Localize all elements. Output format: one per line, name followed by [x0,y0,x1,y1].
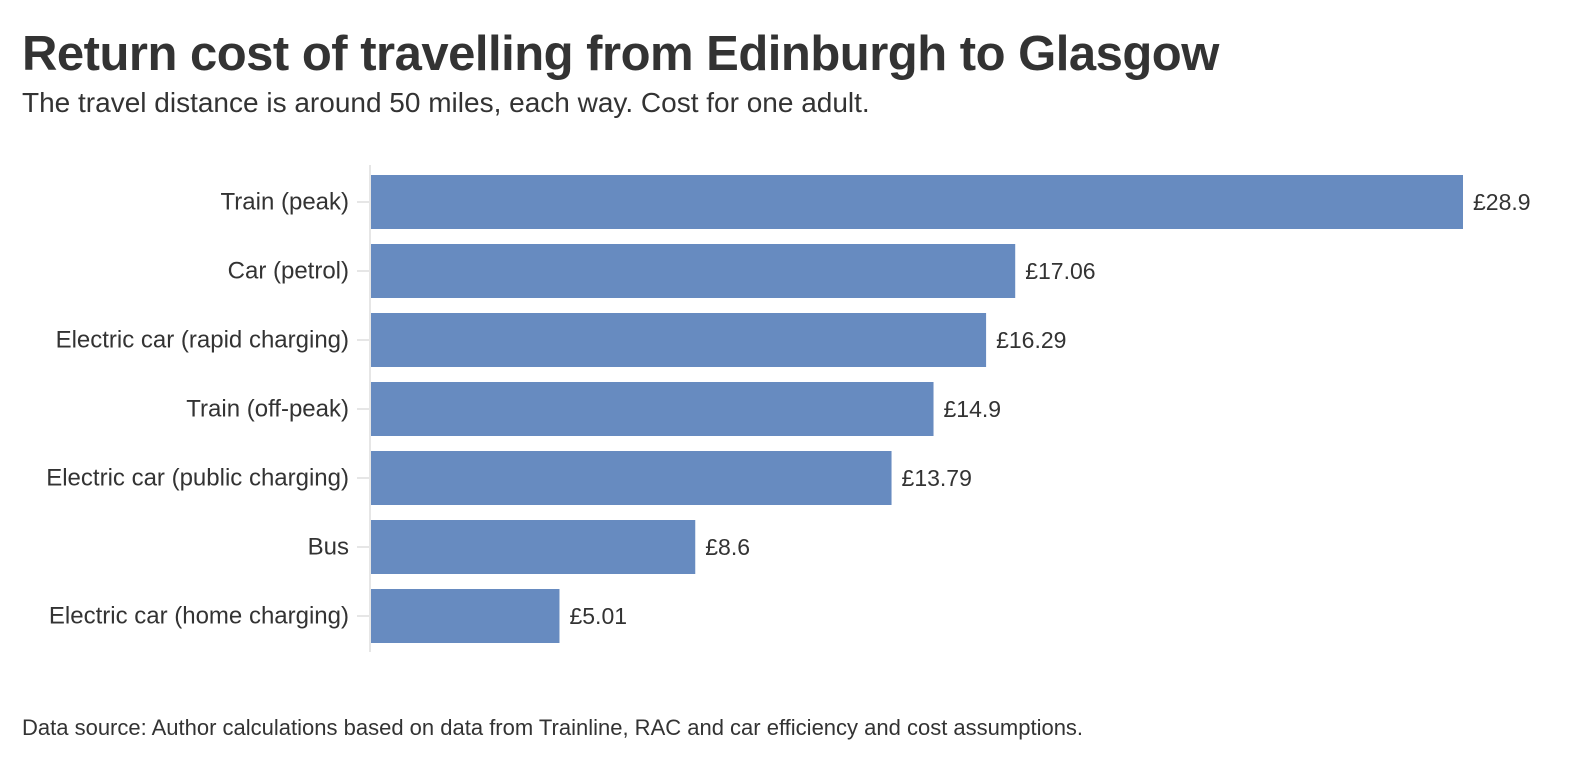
bar-value-label: £16.29 [996,327,1066,353]
bar-group: Electric car (rapid charging) £16.29 [56,313,1066,367]
category-label: Train (off-peak) [186,396,349,423]
bar [370,520,696,574]
bar [370,175,1463,229]
bar-value-label: £17.06 [1025,258,1095,284]
category-label: Car (petrol) [228,258,349,285]
bar [370,589,560,643]
chart-subtitle: The travel distance is around 50 miles, … [22,87,870,118]
bar [370,313,987,367]
category-label: Bus [308,534,349,561]
data-source-note: Data source: Author calculations based o… [22,715,1084,740]
bar [370,244,1016,298]
category-label: Electric car (rapid charging) [56,327,349,354]
bar-value-label: £28.9 [1473,189,1531,215]
category-label: Electric car (home charging) [49,603,349,630]
bar-group: Bus £8.6 [308,520,750,574]
bar [370,451,892,505]
chart-title: Return cost of travelling from Edinburgh… [22,27,1219,81]
bars-layer: Train (peak) £28.9 Car (petrol) £17.06 Elect… [46,175,1531,643]
bar-group: Train (off-peak) £14.9 [186,382,1001,436]
bar-value-label: £13.79 [902,465,972,491]
bar-value-label: £14.9 [944,396,1002,422]
bar-group: Car (petrol) £17.06 [228,244,1096,298]
bar-value-label: £8.6 [705,534,750,560]
bar-group: Train (peak) £28.9 [221,175,1531,229]
bar-chart: Train (peak) £28.9 Car (petrol) £17.06 Elect… [46,165,1531,652]
bar-group: Electric car (home charging) £5.01 [49,589,627,643]
category-label: Electric car (public charging) [46,465,349,492]
bar-group: Electric car (public charging) £13.79 [46,451,972,505]
bar [370,382,934,436]
bar-value-label: £5.01 [569,603,627,629]
category-label: Train (peak) [221,189,349,216]
